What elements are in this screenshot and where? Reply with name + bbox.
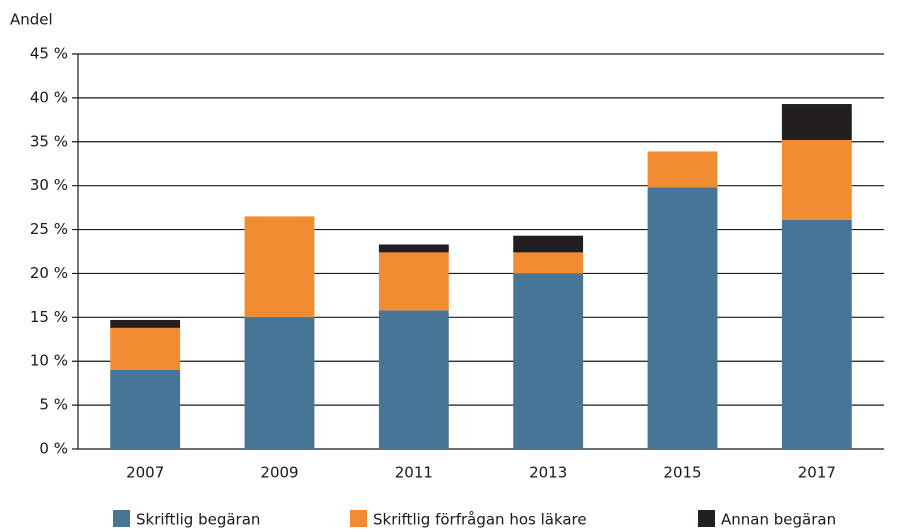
y-tick-label: 30 % bbox=[30, 176, 68, 194]
bar-segment bbox=[378, 252, 449, 311]
y-tick-label: 10 % bbox=[30, 352, 68, 370]
bar-segment bbox=[647, 151, 718, 188]
bar-segment bbox=[378, 244, 449, 253]
bar-segment bbox=[244, 216, 315, 318]
y-tick-label: 0 % bbox=[39, 440, 68, 458]
bar-segment bbox=[110, 370, 181, 449]
legend-swatch bbox=[698, 510, 715, 527]
legend-label: Annan begäran bbox=[721, 511, 836, 529]
legend-swatch bbox=[350, 510, 367, 527]
y-tick-label: 20 % bbox=[30, 264, 68, 282]
x-tick-label: 2013 bbox=[529, 464, 567, 482]
bar-segment bbox=[110, 319, 181, 328]
y-axis-label: Andel bbox=[10, 11, 53, 29]
y-tick-label: 40 % bbox=[30, 88, 68, 106]
y-tick-label: 45 % bbox=[30, 45, 68, 63]
bar-segment bbox=[513, 252, 584, 274]
bar-segment bbox=[781, 104, 852, 141]
legend-label: Skriftlig förfrågan hos läkare bbox=[373, 511, 587, 529]
x-tick-label: 2015 bbox=[663, 464, 701, 482]
y-tick-label: 5 % bbox=[39, 396, 68, 414]
bar-segment bbox=[781, 219, 852, 449]
bar-segment bbox=[513, 235, 584, 253]
legend-swatch bbox=[113, 510, 130, 527]
x-tick-label: 2009 bbox=[260, 464, 298, 482]
x-tick-label: 2017 bbox=[798, 464, 836, 482]
bar-segment bbox=[647, 187, 718, 449]
bar-segment bbox=[378, 310, 449, 449]
y-tick-label: 15 % bbox=[30, 308, 68, 326]
x-tick-label: 2007 bbox=[126, 464, 164, 482]
y-tick-label: 25 % bbox=[30, 220, 68, 238]
bar-segment bbox=[513, 273, 584, 449]
y-tick-label: 35 % bbox=[30, 132, 68, 150]
bar-segment bbox=[110, 327, 181, 370]
bar-segment bbox=[781, 140, 852, 220]
x-tick-label: 2011 bbox=[395, 464, 433, 482]
legend-label: Skriftlig begäran bbox=[136, 511, 260, 529]
bar-segment bbox=[244, 317, 315, 449]
